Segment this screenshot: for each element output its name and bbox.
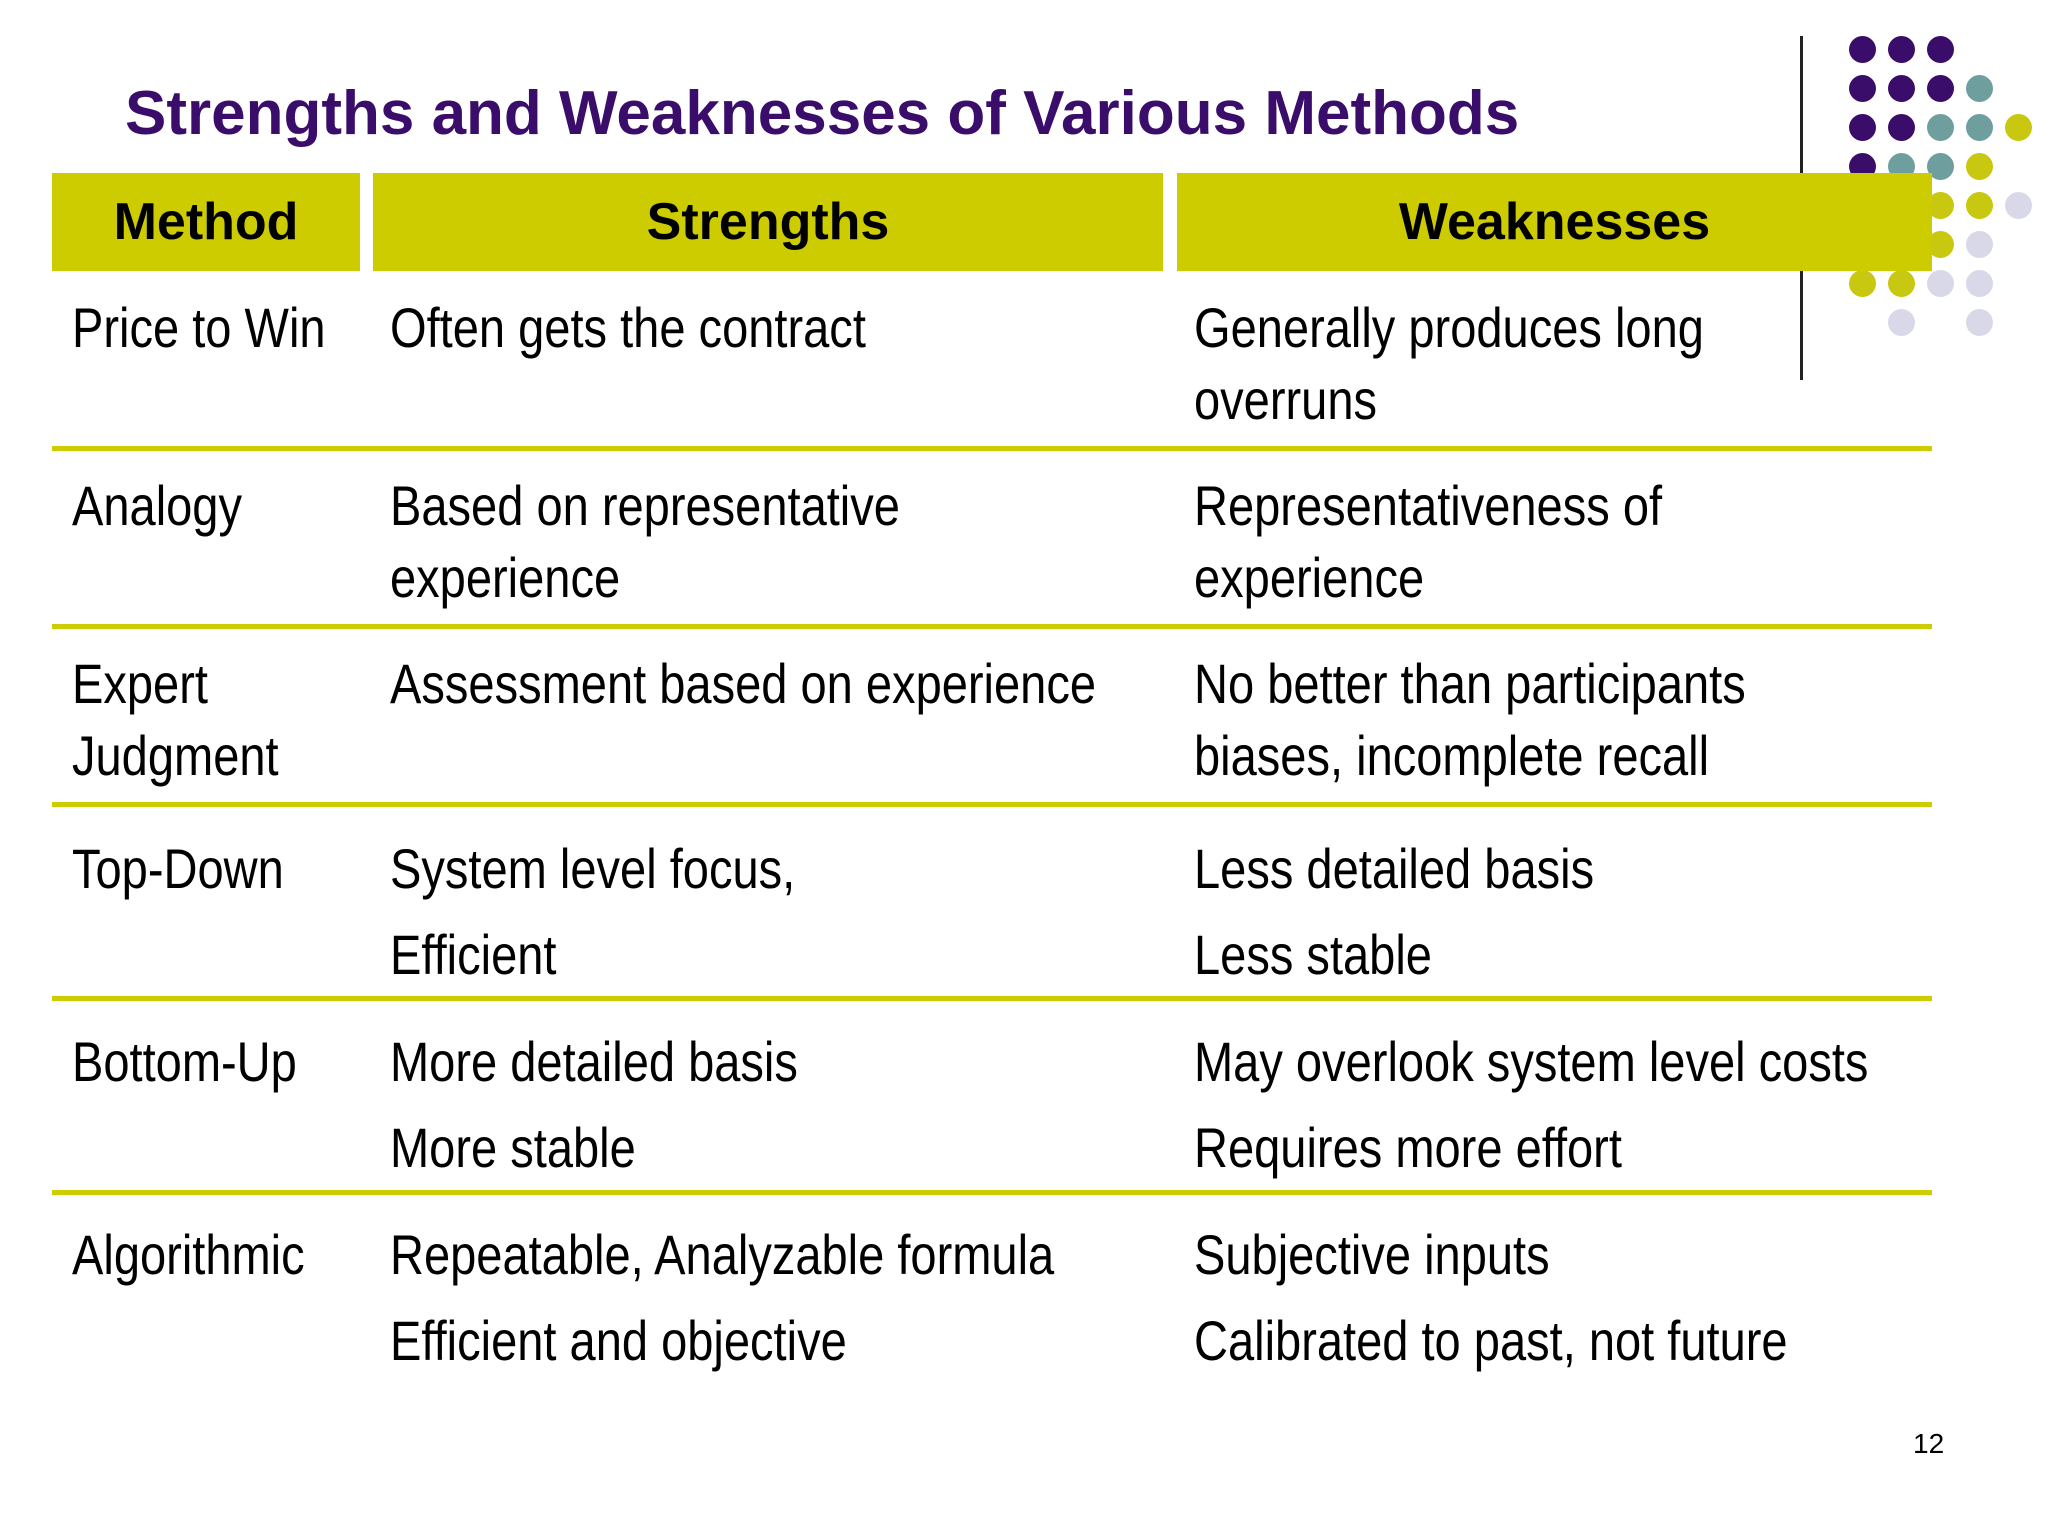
table-cell-line: Calibrated to past, not future	[1194, 1309, 1788, 1372]
table-cell-method: Top-Down	[72, 826, 284, 912]
table-cell-method: Bottom-Up	[72, 1019, 297, 1105]
row-separator	[52, 1190, 1932, 1195]
decorative-dot	[1849, 75, 1876, 102]
decorative-dot	[1966, 114, 1993, 141]
table-cell-weaknesses: Subjective inputs Calibrated to past, not…	[1194, 1212, 1788, 1384]
decorative-dot	[1966, 231, 1993, 258]
table-cell-strengths: Assessment based on experience	[390, 648, 1096, 720]
decorative-dot	[1888, 75, 1915, 102]
table-cell-line: System level focus,	[390, 837, 796, 900]
table-cell-line: Generally produces long	[1194, 296, 1704, 359]
decorative-dot	[1888, 309, 1915, 336]
table-cell-line: Often gets the contract	[390, 296, 866, 359]
table-cell-strengths: Repeatable, Analyzable formula Efficient …	[390, 1212, 1054, 1384]
table-cell-weaknesses: No better than participants biases, incom…	[1194, 648, 1746, 792]
decorative-dot	[1849, 36, 1876, 63]
table-cell-line: More stable	[390, 1116, 636, 1179]
table-cell-strengths: System level focus, Efficient	[390, 826, 795, 998]
decorative-dot	[2005, 192, 2032, 219]
table-cell-line: More detailed basis	[390, 1030, 798, 1093]
header-method: Method	[52, 173, 360, 271]
table-cell-method: Analogy	[72, 470, 242, 542]
decorative-dot	[1888, 36, 1915, 63]
table-cell-method: Expert Judgment	[72, 648, 279, 792]
table-cell-line: Less stable	[1194, 923, 1432, 986]
decorative-dot	[1888, 270, 1915, 297]
table-cell-line: Representativeness of	[1194, 474, 1663, 537]
table-cell-strengths: More detailed basis More stable	[390, 1019, 798, 1191]
header-strengths-label: Strengths	[646, 193, 890, 251]
table-cell-line: Bottom-Up	[72, 1030, 297, 1093]
table-cell-line: Requires more effort	[1194, 1116, 1622, 1179]
decorative-dot	[1966, 192, 1993, 219]
decorative-dot	[1966, 270, 1993, 297]
table-cell-line: Efficient	[390, 923, 557, 986]
header-method-label: Method	[113, 193, 299, 251]
row-separator	[52, 624, 1932, 629]
table-cell-line: Assessment based on experience	[390, 652, 1097, 715]
decorative-dot	[1849, 270, 1876, 297]
decorative-dot	[1966, 153, 1993, 180]
table-cell-weaknesses: Less detailed basis Less stable	[1194, 826, 1594, 998]
table-cell-line: No better than participants	[1194, 652, 1746, 715]
table-cell-line: Price to Win	[72, 296, 326, 359]
table-cell-line: experience	[1194, 546, 1425, 609]
table-cell-line: Top-Down	[72, 837, 284, 900]
page-number: 12	[1913, 1428, 1945, 1459]
table-cell-line: Judgment	[72, 724, 279, 787]
table-cell-line: Analogy	[72, 474, 242, 537]
row-separator	[52, 996, 1932, 1001]
decorative-dot	[1888, 114, 1915, 141]
table-cell-line: Based on representative	[390, 474, 900, 537]
table-cell-line: Less detailed basis	[1194, 837, 1595, 900]
decorative-dot	[1927, 114, 1954, 141]
table-cell-line: Expert	[72, 652, 208, 715]
table-cell-line: May overlook system level costs	[1194, 1030, 1869, 1093]
table-cell-weaknesses: May overlook system level costs Requires …	[1194, 1019, 1868, 1191]
table-cell-method: Price to Win	[72, 292, 326, 364]
decorative-dot	[1966, 309, 1993, 336]
table-cell-line: Algorithmic	[72, 1223, 305, 1286]
decorative-dot	[1927, 270, 1954, 297]
table-cell-line: overruns	[1194, 368, 1378, 431]
table-cell-strengths: Often gets the contract	[390, 292, 866, 364]
decorative-dot	[1927, 36, 1954, 63]
table-cell-line: Repeatable, Analyzable formula	[390, 1223, 1055, 1286]
decorative-dot	[1966, 75, 1993, 102]
table-cell-method: Algorithmic	[72, 1212, 305, 1298]
table-cell-weaknesses: Representativeness of experience	[1194, 470, 1662, 614]
table-cell-strengths: Based on representative experience	[390, 470, 900, 614]
row-separator	[52, 802, 1932, 807]
header-weaknesses: Weaknesses	[1177, 173, 1932, 271]
table-cell-weaknesses: Generally produces long overruns	[1194, 292, 1704, 436]
decorative-dot	[1849, 114, 1876, 141]
header-weaknesses-label: Weaknesses	[1398, 193, 1711, 251]
table-cell-line: Subjective inputs	[1194, 1223, 1550, 1286]
row-separator	[52, 446, 1932, 451]
decorative-dot	[2005, 114, 2032, 141]
table-cell-line: experience	[390, 546, 621, 609]
decorative-dot	[1927, 75, 1954, 102]
header-strengths: Strengths	[373, 173, 1163, 271]
table-cell-line: biases, incomplete recall	[1194, 724, 1710, 787]
table-cell-line: Efficient and objective	[390, 1309, 847, 1372]
slide-title: Strengths and Weaknesses of Various Meth…	[125, 79, 1520, 148]
